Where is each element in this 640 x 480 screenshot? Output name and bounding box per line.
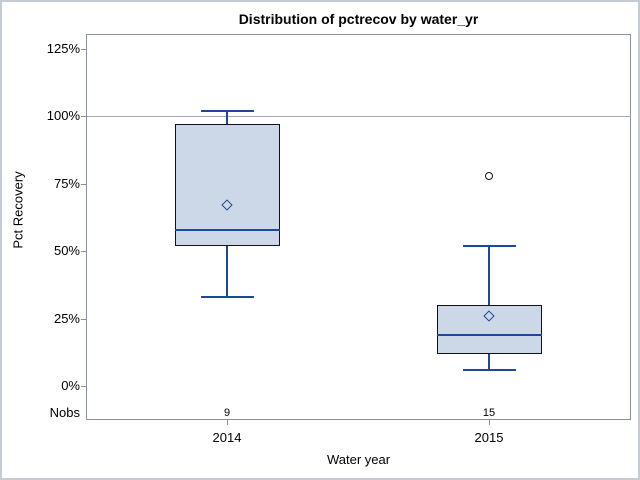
y-axis-tick xyxy=(81,251,86,253)
upper-whisker-cap xyxy=(200,110,254,112)
x-axis-tick xyxy=(489,420,490,425)
y-tick-label: 125% xyxy=(46,41,80,56)
y-axis-tick xyxy=(81,49,86,50)
chart-title: Distribution of pctrecov by water_yr xyxy=(238,11,479,27)
lower-whisker-line xyxy=(488,353,490,370)
reference-line-100pct xyxy=(87,116,631,118)
upper-whisker-cap xyxy=(462,244,516,247)
upper-whisker-line xyxy=(488,245,490,306)
lower-whisker-cap xyxy=(200,296,254,299)
nobs-row-label: Nobs xyxy=(49,405,80,420)
y-axis-tick xyxy=(81,116,86,118)
x-tick-label: 2014 xyxy=(212,430,242,445)
iqr-box xyxy=(436,305,542,354)
iqr-box xyxy=(174,124,280,246)
upper-whisker-line xyxy=(226,111,228,125)
y-tick-label: 75% xyxy=(53,175,80,191)
x-axis-title: Water year xyxy=(326,452,391,467)
plot-area-frame xyxy=(86,34,631,420)
median-line xyxy=(436,333,542,336)
x-axis-tick xyxy=(227,420,228,425)
y-tick-label: 0% xyxy=(61,378,80,393)
y-axis-tick xyxy=(81,318,86,320)
y-axis-tick xyxy=(81,386,86,387)
lower-whisker-line xyxy=(226,245,228,298)
lower-whisker-cap xyxy=(462,368,516,371)
y-tick-label: 50% xyxy=(53,243,80,259)
x-tick-label: 2015 xyxy=(474,430,504,445)
nobs-value: 15 xyxy=(482,407,496,419)
median-line xyxy=(174,228,280,231)
nobs-value: 9 xyxy=(223,407,231,419)
y-tick-label: 25% xyxy=(53,310,80,326)
y-tick-label: 100% xyxy=(46,108,80,124)
y-axis-tick xyxy=(81,183,86,185)
outlier-circle-icon xyxy=(485,171,493,180)
y-axis-title: Pct Recovery xyxy=(10,171,26,249)
